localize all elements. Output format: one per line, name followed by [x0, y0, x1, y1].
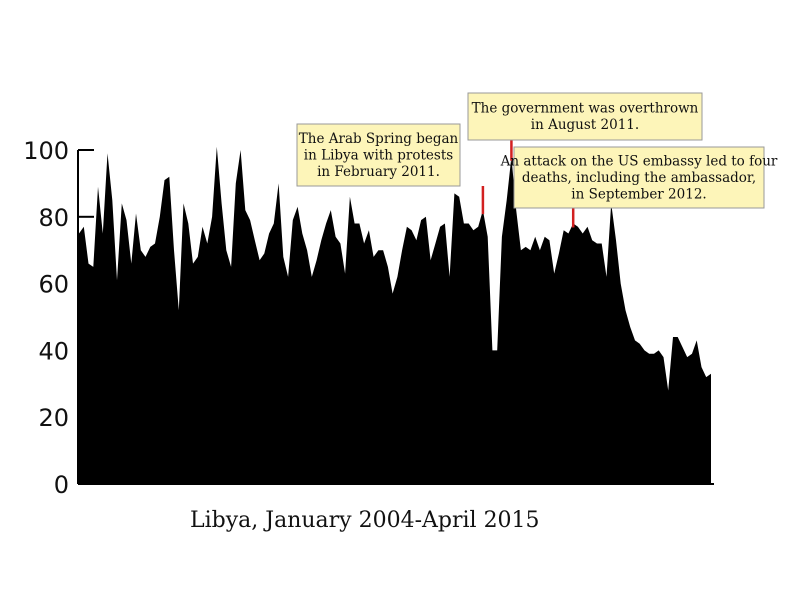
- annotation-text-line: The government was overthrown: [472, 101, 699, 117]
- annotation-text-line: in September 2012.: [571, 186, 706, 202]
- annotation-box: [296, 123, 461, 187]
- annotation-text-line: deaths, including the ambassador,: [522, 170, 756, 186]
- annotation-box: [467, 92, 703, 141]
- annotation-text-line: in February 2011.: [317, 164, 440, 180]
- y-tick-label: 100: [23, 137, 69, 165]
- y-tick-label: 60: [38, 271, 69, 299]
- annotation-box: [513, 146, 765, 209]
- x-axis-caption: Libya, January 2004-April 2015: [190, 508, 540, 533]
- y-tick-label: 20: [38, 404, 69, 432]
- y-tick-label: 80: [38, 204, 69, 232]
- series-area: [79, 146, 711, 484]
- y-tick-label: 0: [54, 471, 69, 499]
- annotation-text-line: in Libya with protests: [304, 147, 453, 163]
- annotation-text-line: The Arab Spring began: [299, 131, 459, 147]
- annotation-text-line: An attack on the US embassy led to four: [500, 153, 778, 169]
- annotation-embassy: An attack on the US embassy led to fourd…: [500, 146, 778, 209]
- annotation-text-line: in August 2011.: [531, 117, 639, 133]
- annotation-markers: [481, 140, 575, 228]
- y-tick-label: 40: [38, 337, 69, 365]
